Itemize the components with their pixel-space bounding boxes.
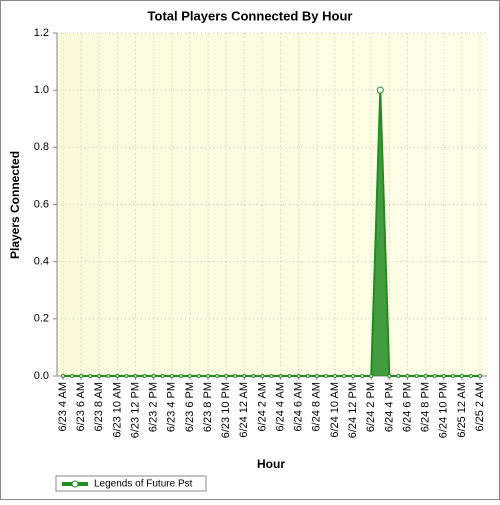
point [450,374,455,378]
x-tick-label: 6/23 12 PM [129,382,141,438]
point [178,374,183,378]
point [432,374,437,378]
x-tick-label: 6/23 8 PM [202,382,214,432]
point [414,374,419,378]
point [323,374,328,378]
y-tick-label: 0.6 [34,198,49,210]
area [63,90,480,377]
x-tick-label: 6/24 6 PM [401,382,413,432]
point [61,374,65,378]
point [169,374,174,378]
x-tick-label: 6/24 4 PM [383,382,395,432]
point [196,374,201,378]
y-tick-label: 1.0 [34,84,49,96]
x-tick-label: 6/23 4 AM [57,382,69,432]
point [251,374,256,378]
point [351,374,356,378]
x-tick-label: 6/24 10 PM [438,382,450,438]
x-tick-label: 6/23 4 PM [166,382,178,432]
point [160,374,165,378]
legend-label: Legends of Future Pst [94,479,193,490]
point [133,374,138,378]
y-tick-label: 0.4 [34,256,49,268]
point [478,374,482,378]
point [314,374,319,378]
x-tick-label: 6/25 2 AM [474,382,486,432]
x-tick-label: 6/24 8 PM [420,382,432,432]
plot-area [57,33,487,376]
x-tick-label: 6/23 2 PM [148,382,160,432]
x-tick-label: 6/24 2 PM [365,382,377,432]
point [260,374,265,378]
point [296,374,301,378]
x-tick-label: 6/23 6 AM [75,382,87,432]
point [441,374,446,378]
x-tick-label: 6/24 12 AM [238,382,250,438]
point [97,374,102,378]
point [405,374,410,378]
point [124,374,129,378]
point [342,374,347,378]
y-tick-label: 1.2 [34,27,49,39]
x-tick-label: 6/24 10 AM [329,382,341,438]
y-tick-label: 0.8 [34,141,49,153]
point [187,374,192,378]
x-axis-label: Hour [257,457,285,471]
x-tick-label: 6/23 10 AM [111,382,123,438]
y-tick-label: 0.2 [34,313,49,325]
x-tick-label: 6/25 12 AM [456,382,468,438]
x-tick-label: 6/23 10 PM [220,382,232,438]
point [305,374,310,378]
point [360,374,365,378]
x-tick-label: 6/23 8 AM [93,382,105,432]
point [242,374,247,378]
point [459,374,464,378]
y-axis-label: Players Connected [8,151,22,259]
legend-box [55,475,207,492]
legend-marker [71,480,79,488]
point [151,374,156,378]
point [396,374,401,378]
point [468,374,473,378]
point [278,374,283,378]
point [369,374,374,378]
point [115,374,120,378]
point [142,374,147,378]
chart-title: Total Players Connected By Hour [148,8,353,23]
point [106,374,111,378]
point [332,374,337,378]
x-tick-label: 6/24 8 AM [311,382,323,432]
point [224,374,229,378]
x-tick-label: 6/24 2 AM [256,382,268,432]
point [79,374,84,378]
x-tick-label: 6/24 6 AM [293,382,305,432]
y-tick-label: 0.0 [34,370,49,382]
point [387,374,392,378]
point [206,374,211,378]
x-tick-label: 6/23 6 PM [184,382,196,432]
point [215,374,220,378]
point [287,374,292,378]
point [376,86,384,94]
point [233,374,238,378]
point [269,374,274,378]
x-tick-label: 6/24 12 PM [347,382,359,438]
point [423,374,428,378]
x-tick-label: 6/24 4 AM [274,382,286,432]
point [70,374,75,378]
point [88,374,93,378]
